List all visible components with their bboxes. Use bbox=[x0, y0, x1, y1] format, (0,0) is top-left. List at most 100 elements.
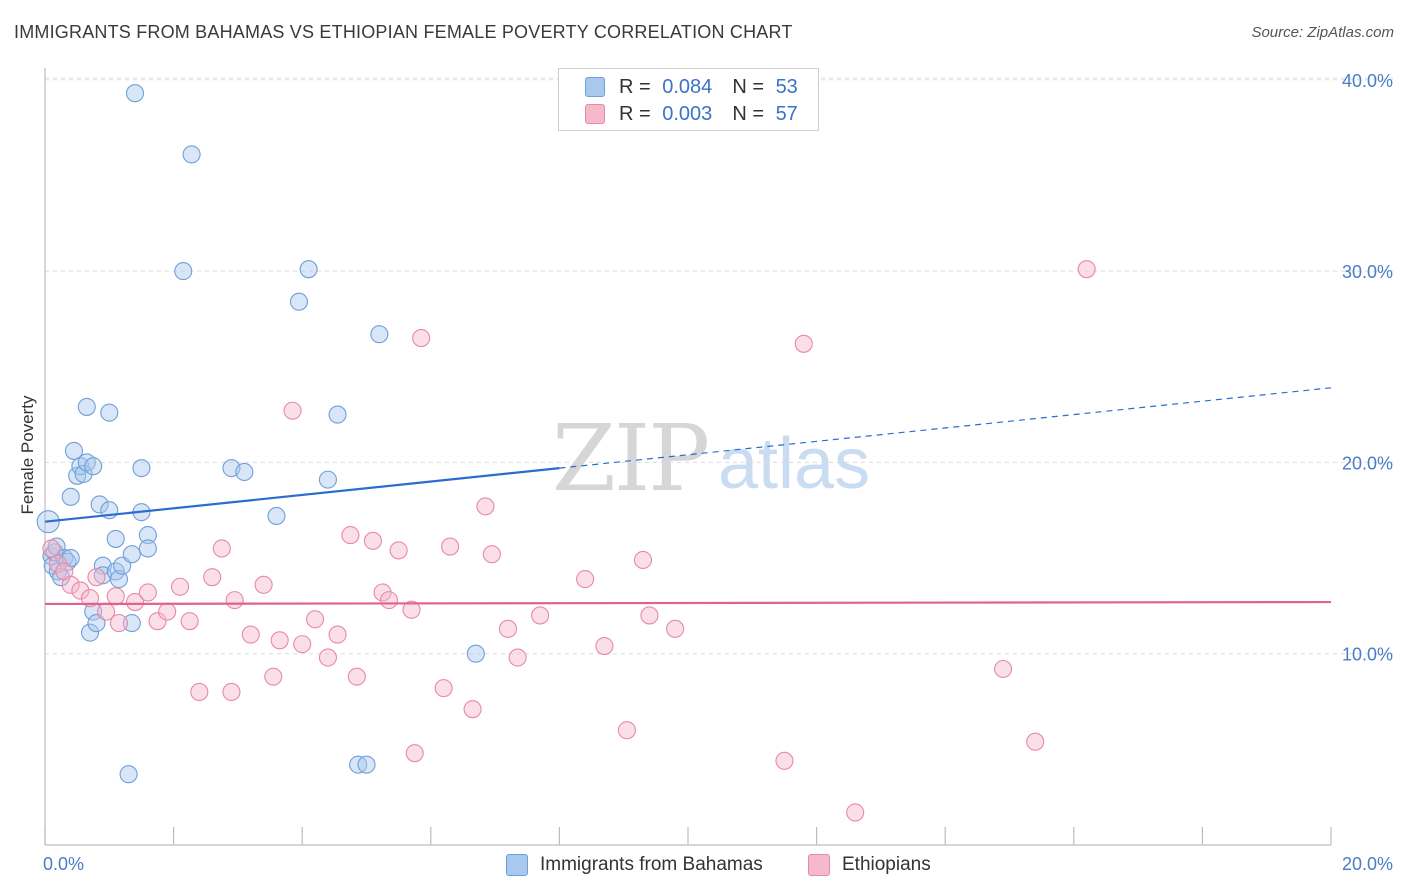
ethiopian-point bbox=[283, 401, 302, 420]
ethiopian-point bbox=[640, 606, 659, 625]
r-value: 0.084 bbox=[662, 75, 713, 98]
bahamas-point bbox=[318, 470, 337, 489]
x-tick-label: 0.0% bbox=[43, 854, 84, 874]
bahamas-point bbox=[52, 568, 71, 587]
ethiopian-point bbox=[264, 667, 283, 686]
bahamas-point bbox=[122, 614, 141, 633]
ethiopian-point bbox=[389, 541, 408, 560]
bahamas-point bbox=[138, 539, 157, 558]
gridlines bbox=[45, 77, 1395, 655]
bahamas-point bbox=[74, 464, 93, 483]
ethiopian-point bbox=[476, 497, 495, 516]
ethiopian-point bbox=[498, 619, 518, 638]
bahamas-point bbox=[77, 397, 96, 416]
n-value: 53 bbox=[775, 75, 798, 98]
axes bbox=[44, 68, 1332, 846]
ethiopian-point bbox=[158, 602, 177, 621]
ethiopian-point bbox=[61, 575, 80, 594]
bahamas-point bbox=[267, 506, 286, 526]
ethiopian-point bbox=[293, 635, 312, 654]
bahamas-point bbox=[174, 262, 193, 281]
bahamas-point bbox=[106, 529, 125, 548]
stats-row-ethiopians: R = 0.003 N = 57 bbox=[585, 101, 798, 127]
ethiopian-point bbox=[402, 600, 421, 619]
ethiopian-point bbox=[508, 648, 527, 667]
ethiopian-point bbox=[412, 329, 431, 348]
watermark-atlas-text: atlas bbox=[718, 424, 870, 504]
ethiopian-point bbox=[170, 577, 190, 596]
ethiopian-point bbox=[225, 591, 244, 610]
ethiopian-point bbox=[212, 539, 231, 558]
bahamas-point bbox=[90, 495, 109, 514]
bahamas-point bbox=[138, 526, 157, 545]
ethiopian-point bbox=[434, 679, 453, 698]
ethiopian-point bbox=[254, 575, 273, 594]
n-label: N = bbox=[732, 102, 770, 125]
ethiopian-point bbox=[80, 589, 100, 608]
ethiopian-point bbox=[846, 803, 865, 822]
source-credit: Source: ZipAtlas.com bbox=[1251, 24, 1394, 41]
ethiopian-point bbox=[190, 682, 209, 702]
ethiopian-point bbox=[109, 614, 128, 633]
ethiopian-point bbox=[241, 625, 260, 644]
ethiopian-point bbox=[306, 610, 325, 629]
ethiopian-point bbox=[463, 700, 482, 719]
ethiopian-point bbox=[576, 570, 595, 589]
bahamas-point bbox=[299, 260, 318, 279]
ethiopian-point bbox=[482, 545, 501, 564]
legend-bahamas-swatch bbox=[506, 854, 528, 876]
y-tick-label: 10.0% bbox=[1342, 645, 1393, 665]
legend-item-ethiopians: Ethiopians bbox=[808, 852, 931, 878]
chart-title: IMMIGRANTS FROM BAHAMAS VS ETHIOPIAN FEM… bbox=[14, 22, 793, 42]
watermark-zip-text: ZIP bbox=[552, 405, 708, 512]
ethiopian-point bbox=[994, 659, 1013, 679]
ethiopian-point bbox=[617, 721, 636, 740]
ethiopians-swatch bbox=[585, 104, 605, 124]
data-points bbox=[36, 84, 1096, 822]
bahamas-point bbox=[125, 84, 145, 103]
n-value: 57 bbox=[775, 102, 798, 125]
ethiopian-point bbox=[180, 612, 199, 631]
bahamas-point bbox=[370, 325, 389, 344]
ethiopian-point bbox=[106, 587, 125, 606]
ethiopian-point bbox=[138, 583, 157, 602]
ethiopian-point bbox=[318, 648, 337, 667]
y-tick-label: 30.0% bbox=[1342, 262, 1393, 282]
legend-ethiopians-label: Ethiopians bbox=[842, 854, 931, 875]
ethiopian-point bbox=[363, 531, 382, 550]
bahamas-point bbox=[328, 405, 347, 424]
ethiopian-point bbox=[341, 526, 360, 545]
r-label: R = bbox=[619, 102, 657, 125]
tick-labels: 10.0% 20.0% 30.0% 40.0% 0.0% 20.0% bbox=[43, 71, 1393, 874]
bahamas-point bbox=[61, 487, 80, 506]
ethiopian-point bbox=[125, 592, 145, 612]
stats-legend-box: R = 0.084 N = 53 R = 0.003 N = 57 bbox=[558, 68, 819, 131]
bahamas-point bbox=[100, 403, 119, 422]
x-tick-label: 20.0% bbox=[1342, 854, 1393, 874]
ethiopian-point bbox=[405, 744, 424, 763]
ethiopian-point bbox=[347, 667, 366, 686]
ethiopian-point bbox=[222, 682, 241, 702]
ethiopian-point bbox=[666, 619, 685, 638]
bahamas-point bbox=[119, 765, 138, 784]
ethiopian-point bbox=[794, 334, 813, 353]
ethiopian-point bbox=[441, 537, 460, 556]
ethiopian-point bbox=[48, 554, 67, 573]
bahamas-swatch bbox=[585, 77, 605, 97]
ethiopian-point bbox=[270, 631, 289, 650]
bahamas-trend-extension bbox=[559, 387, 1332, 469]
ethiopian-point bbox=[379, 591, 399, 610]
ethiopian-point bbox=[373, 583, 392, 602]
bahamas-point bbox=[122, 545, 141, 564]
trend-lines bbox=[44, 387, 1332, 606]
bahamas-point bbox=[466, 644, 485, 663]
bahamas-point bbox=[182, 145, 201, 164]
ethiopian-trend-line bbox=[44, 600, 1332, 606]
bahamas-point bbox=[109, 570, 128, 589]
zipatlas-watermark: ZIP atlas bbox=[552, 405, 870, 512]
bahamas-point bbox=[132, 459, 151, 478]
ethiopian-point bbox=[633, 550, 653, 570]
r-label: R = bbox=[619, 75, 657, 98]
bahamas-point bbox=[84, 457, 103, 476]
